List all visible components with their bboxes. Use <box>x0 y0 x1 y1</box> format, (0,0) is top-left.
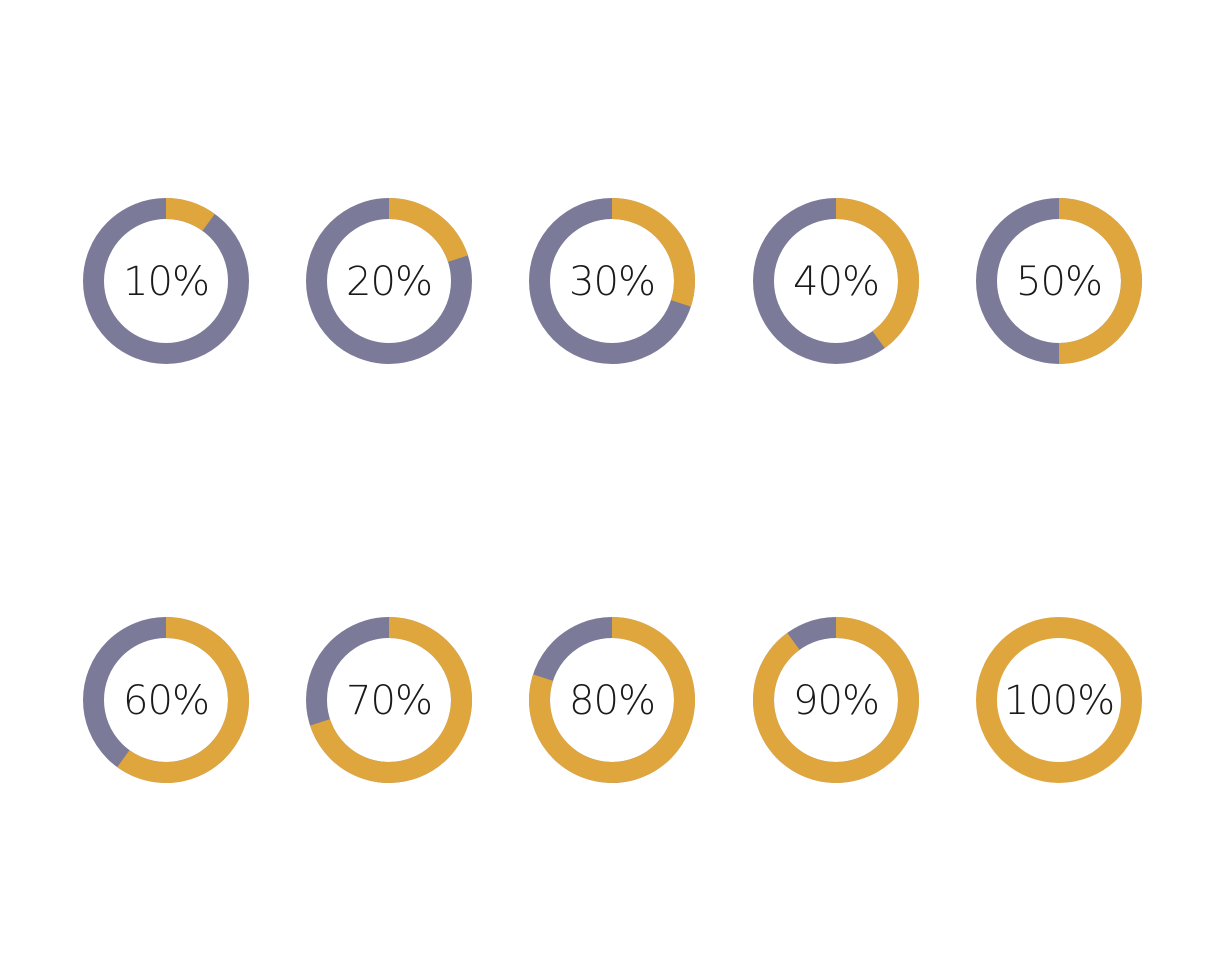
donut-30: 30% <box>529 198 695 364</box>
donut-60: 60% <box>83 617 249 783</box>
donut-filled-segment <box>388 198 468 263</box>
donut-50: 50% <box>976 198 1142 364</box>
donut-filled-segment <box>310 617 472 783</box>
donut-filled-segment <box>753 617 919 783</box>
donut-100: 100% <box>976 617 1142 783</box>
donut-label: 90% <box>793 678 879 724</box>
donut-label: 80% <box>569 678 655 724</box>
donut-label: 60% <box>123 678 209 724</box>
donut-10: 10% <box>83 198 249 364</box>
donut-label: 30% <box>569 259 655 305</box>
donut-70: 70% <box>306 617 472 783</box>
donut-filled-segment <box>117 617 249 783</box>
donut-filled-segment <box>611 198 695 307</box>
donut-label: 50% <box>1016 259 1102 305</box>
donut-label: 10% <box>123 259 209 305</box>
donut-filled-segment <box>835 198 919 349</box>
donut-90: 90% <box>753 617 919 783</box>
donut-label: 20% <box>346 259 432 305</box>
donut-label: 100% <box>1004 678 1114 724</box>
donut-label: 40% <box>793 259 879 305</box>
donut-filled-segment <box>529 617 695 783</box>
donut-20: 20% <box>306 198 472 364</box>
donut-label: 70% <box>346 678 432 724</box>
donut-40: 40% <box>753 198 919 364</box>
donut-filled-segment <box>165 198 215 232</box>
donut-remaining-segment <box>976 617 1142 783</box>
donut-80: 80% <box>529 617 695 783</box>
donut-group: 10% 20% 30% 40% 50% 60% 70% 80% 90% 100% <box>83 198 1142 783</box>
donut-filled-segment <box>1058 198 1142 364</box>
